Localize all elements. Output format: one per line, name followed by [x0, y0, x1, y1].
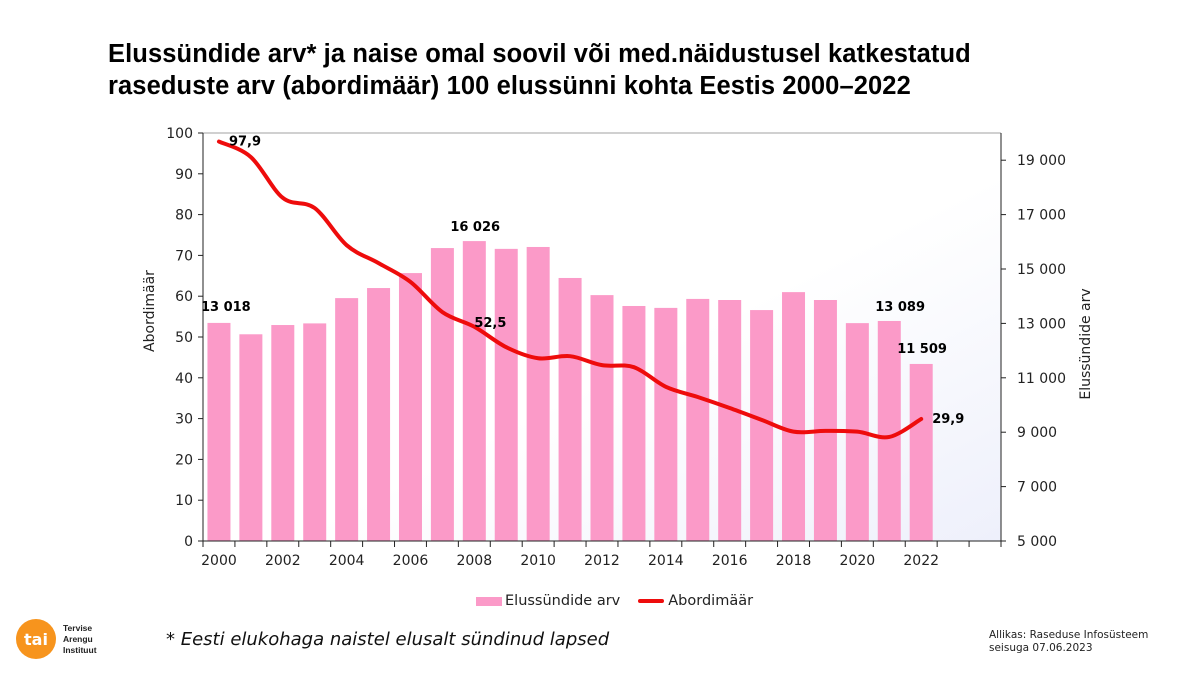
logo-text: Tervise Arengu Instituut [63, 623, 97, 656]
x-tick-label: 2000 [201, 553, 237, 569]
x-tick-label: 2002 [265, 553, 301, 569]
legend: Elussündide arv Abordimäär [476, 593, 753, 609]
bar-2022 [909, 363, 933, 541]
bar-2010 [526, 246, 550, 541]
abortion-rate-line [216, 139, 924, 440]
x-tick-label: 2004 [329, 553, 365, 569]
legend-line-label: Abordimäär [668, 593, 754, 609]
legend-line-swatch [638, 599, 665, 603]
logo-mark: tai [16, 619, 56, 659]
left-tick-label: 100 [166, 126, 193, 142]
data-label: 97,9 [229, 135, 261, 150]
bar-2021 [877, 320, 901, 541]
right-tick-label: 15 000 [1017, 262, 1066, 278]
footnote: * Eesti elukohaga naistel elusalt sündin… [166, 629, 610, 650]
bar-2018 [782, 292, 806, 541]
chart-title: Elussündide arv* ja naise omal soovil võ… [108, 38, 1088, 102]
x-tick-label: 2012 [584, 553, 620, 569]
logo-text-line: Instituut [63, 644, 97, 655]
bar-2016 [718, 300, 742, 541]
bar-2004 [335, 298, 359, 541]
x-tick-label: 2006 [393, 553, 429, 569]
legend-bar-swatch [476, 596, 502, 606]
right-tick-label: 7 000 [1017, 480, 1057, 496]
left-tick-label: 90 [175, 167, 193, 183]
data-label: 13 018 [201, 300, 251, 315]
bar-2013 [622, 305, 646, 541]
bar-2007 [430, 248, 454, 541]
source-line: seisuga 07.06.2023 [989, 642, 1093, 654]
bar-2003 [303, 323, 327, 541]
data-label: 11 509 [897, 342, 947, 357]
bar-2008 [462, 241, 486, 541]
bar-2014 [654, 307, 678, 541]
bar-2011 [558, 277, 582, 541]
bar-2017 [750, 310, 774, 541]
bar-2015 [686, 298, 710, 541]
legend-bars-label: Elussündide arv [505, 593, 621, 609]
source-note: Allikas: Raseduse Infosüsteem seisuga 07… [989, 629, 1148, 655]
title-line-2: raseduste arv (abordimäär) 100 elussünni… [108, 72, 911, 100]
x-tick-label: 2018 [776, 553, 812, 569]
bar-2006 [398, 273, 422, 541]
bar-2002 [271, 325, 295, 541]
title-line-1: Elussündide arv* ja naise omal soovil võ… [108, 40, 971, 68]
left-tick-label: 10 [175, 493, 193, 509]
left-tick-label: 60 [175, 289, 193, 305]
logo-text-line: Tervise [63, 622, 93, 633]
data-label: 13 089 [875, 300, 925, 315]
data-label: 52,5 [474, 316, 506, 331]
data-label: 29,9 [932, 412, 964, 427]
data-label: 16 026 [450, 220, 500, 235]
left-tick-label: 30 [175, 412, 193, 428]
x-tick-label: 2020 [840, 553, 876, 569]
x-tick-label: 2016 [712, 553, 748, 569]
left-tick-label: 50 [175, 330, 193, 346]
logo-text-line: Arengu [63, 633, 93, 644]
right-tick-label: 11 000 [1017, 371, 1066, 387]
x-tick-label: 2008 [456, 553, 492, 569]
tai-logo: tai Tervise Arengu Instituut [16, 619, 97, 659]
left-tick-label: 80 [175, 208, 193, 224]
bar-2001 [239, 334, 263, 541]
right-tick-label: 5 000 [1017, 534, 1057, 550]
right-tick-label: 9 000 [1017, 425, 1057, 441]
bar-2012 [590, 295, 614, 541]
bar-2019 [813, 300, 837, 541]
right-tick-label: 13 000 [1017, 316, 1066, 332]
x-tick-label: 2022 [903, 553, 939, 569]
source-line: Allikas: Raseduse Infosüsteem [989, 629, 1149, 641]
bar-2009 [494, 248, 518, 541]
x-tick-label: 2014 [648, 553, 684, 569]
right-tick-label: 19 000 [1017, 153, 1066, 169]
right-axis-title: Elussündide arv [1078, 288, 1094, 399]
left-axis-title: Abordimäär [142, 270, 158, 352]
left-tick-label: 0 [184, 534, 193, 550]
left-tick-label: 20 [175, 452, 193, 468]
left-tick-label: 40 [175, 371, 193, 387]
bar-2000 [207, 322, 231, 541]
bar-2005 [367, 288, 391, 541]
x-tick-label: 2010 [520, 553, 556, 569]
left-tick-label: 70 [175, 248, 193, 264]
right-tick-label: 17 000 [1017, 208, 1066, 224]
